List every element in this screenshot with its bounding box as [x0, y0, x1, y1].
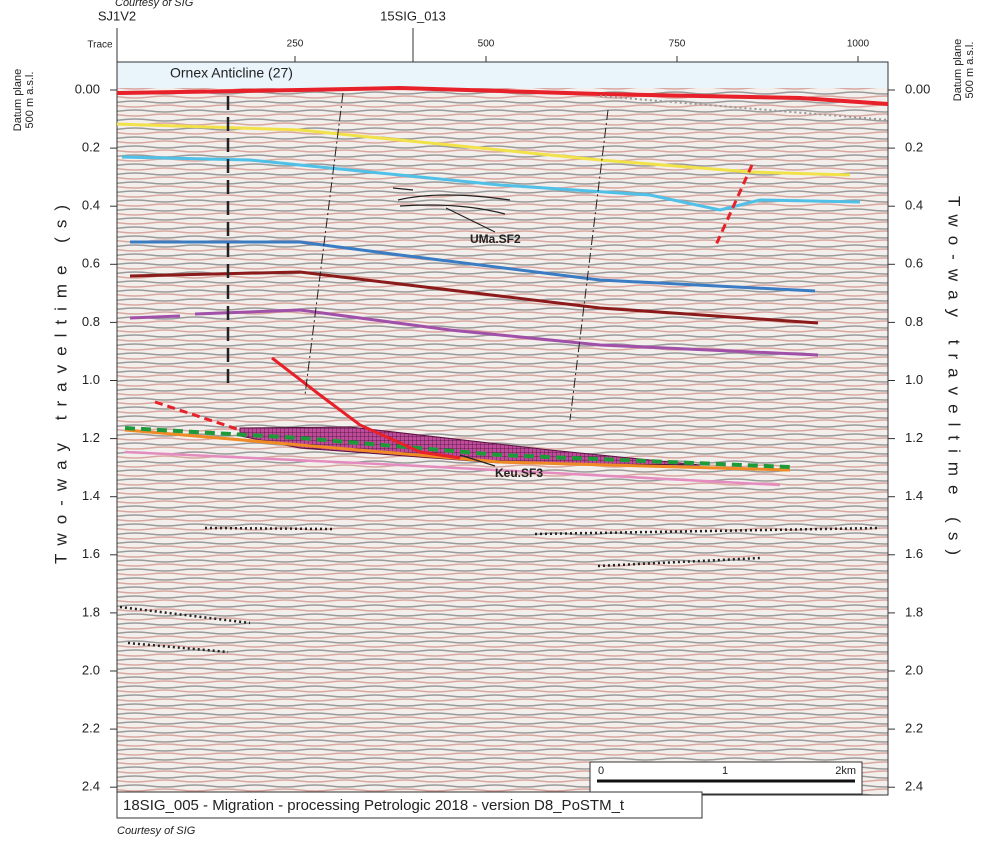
fault — [714, 164, 754, 246]
horizon — [599, 95, 889, 121]
horizon — [124, 428, 791, 472]
leader — [445, 207, 496, 233]
time-tick-label: 0.6 — [82, 256, 100, 271]
dotted-reflectors — [119, 526, 881, 654]
time-tick-label: 0.6 — [905, 256, 923, 271]
time-tick-label: 1.6 — [905, 546, 923, 561]
caption: 18SIG_005 - Migration - processing Petro… — [123, 797, 625, 814]
time-tick-label: 0.8 — [82, 314, 100, 329]
time-tick-label: 0.4 — [82, 198, 100, 213]
horizon — [124, 426, 791, 469]
fault-label: UMa.SF2 — [470, 232, 521, 246]
time-tick-label: 2.4 — [82, 779, 100, 794]
fault — [271, 356, 461, 460]
scale-box — [589, 761, 863, 795]
scale-label: 1 — [722, 765, 728, 777]
trace-tick-label: 500 — [478, 39, 495, 50]
fault-label: Keu.SF3 — [495, 466, 543, 480]
courtesy: Courtesy of SIG — [115, 0, 194, 9]
horizon — [124, 450, 781, 487]
time-tick-label: 0.00 — [905, 81, 930, 96]
time-axis-title: Two-way traveltime (s) — [945, 196, 964, 564]
datum-band — [117, 62, 888, 88]
time-tick-label: 0.2 — [82, 140, 100, 155]
horizon — [116, 85, 889, 106]
time-tick-label: 1.4 — [82, 488, 100, 503]
horizon — [129, 270, 819, 325]
crossline — [304, 92, 344, 396]
time-tick-label: 1.2 — [82, 430, 100, 445]
datum-label: Datum plane — [12, 69, 24, 131]
courtesy: Courtesy of SIG — [117, 825, 196, 837]
datum-label: 500 m a.s.l. — [964, 42, 976, 99]
time-tick-label: 1.0 — [905, 372, 923, 387]
datum-label: Datum plane — [952, 39, 964, 101]
horizon — [194, 308, 819, 357]
time-tick-label: 0.8 — [905, 314, 923, 329]
time-tick-label: 1.2 — [905, 430, 923, 445]
caption-box — [116, 791, 703, 819]
trace-tick-label: 750 — [669, 39, 686, 50]
time-tick-label: 2.2 — [905, 721, 923, 736]
well-label: 15SIG_013 — [380, 8, 446, 23]
anticline-label: Ornex Anticline (27) — [170, 65, 293, 81]
trace-label: Trace — [87, 40, 113, 51]
time-tick-label: 2.0 — [905, 662, 923, 677]
datum-label: 500 m a.s.l. — [24, 72, 36, 129]
time-tick-label: 1.8 — [82, 604, 100, 619]
time-tick-label: 1.8 — [905, 604, 923, 619]
well-label: SJ1V2 — [98, 8, 136, 23]
time-tick-label: 2.0 — [82, 662, 100, 677]
trace-tick-label: 250 — [287, 39, 304, 50]
time-tick-label: 0.2 — [905, 140, 923, 155]
leader — [459, 454, 496, 467]
horizon — [121, 155, 861, 212]
horizon — [130, 240, 816, 293]
time-tick-label: 2.4 — [905, 779, 923, 794]
time-tick-label: 1.4 — [905, 488, 923, 503]
time-tick-label: 1.0 — [82, 372, 100, 387]
time-tick-label: 0.4 — [905, 198, 923, 213]
time-tick-label: 1.6 — [82, 546, 100, 561]
horizon — [129, 314, 181, 320]
scale-label: 2km — [835, 765, 856, 777]
horizons — [116, 85, 889, 654]
time-tick-label: 0.00 — [75, 81, 100, 96]
crossline — [569, 109, 609, 421]
fault — [154, 400, 241, 432]
time-axis-title: Two-way traveltime (s) — [51, 196, 70, 564]
scale-label: 0 — [598, 765, 604, 777]
time-tick-label: 2.2 — [82, 721, 100, 736]
trace-tick-label: 1000 — [847, 39, 870, 50]
reflector-sketch — [392, 187, 511, 215]
horizon — [116, 122, 851, 177]
